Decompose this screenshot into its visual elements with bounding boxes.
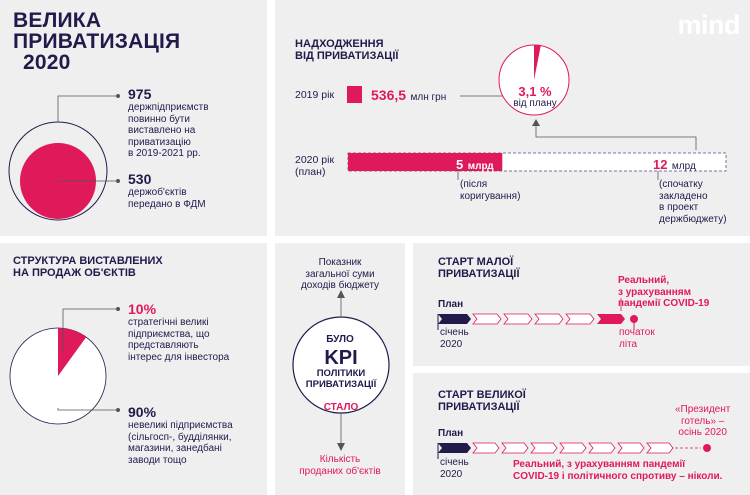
large-plan-label: План (438, 428, 464, 439)
adjusted-note: (після коригування) (460, 179, 521, 202)
total-enterprises: 975 держпідприємств повинно бути виставл… (128, 86, 209, 159)
small-privatization-title: СТАРТ МАЛОЇ ПРИВАТИЗАЦІЇ (438, 256, 520, 280)
panel-revenue: mind НАДХОДЖЕННЯ ВІД ПРИВАТИЗАЦІЇ 2019 р… (275, 0, 750, 236)
small-plan-label: План (438, 299, 464, 310)
strategic-slice (58, 328, 87, 376)
value-2019: 536,5 млн грн (371, 87, 447, 103)
original-note: (спочатку закладено в проект держбюджету… (659, 179, 727, 225)
bar-2020-adjusted (348, 153, 503, 171)
kpi-sub: ПОЛІТИКИ ПРИВАТИЗАЦІЇ (305, 368, 377, 390)
large-plan-arrow (438, 443, 471, 453)
kpi-top-text: Показник загальної суми доходів бюджету (300, 257, 380, 291)
panel-enterprises: ВЕЛИКА ПРИВАТИЗАЦІЯ 2020 975 держпідприє… (0, 0, 267, 236)
large-timeline (437, 442, 711, 459)
label-2019: 2019 рік (295, 89, 335, 101)
strategic-share: 10% стратегічні великі підприємства, що … (128, 301, 230, 363)
pie-slice-2019 (534, 45, 541, 80)
kpi-label: KPI (324, 347, 358, 369)
large-privatization-title: СТАРТ ВЕЛИКОЇ ПРИВАТИЗАЦІЇ (438, 389, 526, 413)
adjusted-value: 5 млрд (456, 157, 494, 172)
revenue-graphics (347, 44, 727, 180)
large-end-note: «Президент готель» – осінь 2020 (675, 404, 731, 438)
panel-large-privatization: СТАРТ ВЕЛИКОЇ ПРИВАТИЗАЦІЇ План «Президе… (413, 373, 750, 495)
kpi-was: БУЛО (326, 334, 354, 345)
enterprise-circles (8, 94, 120, 221)
small-end-date: початок літа (619, 327, 655, 350)
structure-title: СТРУКТУРА ВИСТАВЛЕНИХ НА ПРОДАЖ ОБ'ЄКТІВ (13, 255, 163, 279)
small-start-date: січень 2020 (440, 327, 469, 350)
small-plan-arrow (438, 314, 471, 324)
small-real-label: Реальний, з урахуванням пандемії COVID-1… (618, 275, 710, 309)
kpi-now: СТАЛО (323, 402, 359, 413)
large-start-date: січень 2020 (440, 457, 469, 480)
panel-kpi: Показник загальної суми доходів бюджету … (275, 243, 405, 495)
large-real-label: Реальний, з урахуванням пандемії COVID-1… (513, 459, 723, 482)
pie-percent: 3,1 % від плану (513, 84, 557, 109)
panel-structure: СТРУКТУРА ВИСТАВЛЕНИХ НА ПРОДАЖ ОБ'ЄКТІВ… (0, 243, 267, 495)
transferred-text: держоб'єктів передано в ФДМ (128, 187, 206, 210)
kpi-graphics (292, 290, 390, 451)
main-title: ВЕЛИКА ПРИВАТИЗАЦІЯ 2020 (13, 9, 181, 74)
structure-pie (9, 307, 120, 425)
original-value: 12 млрд (653, 157, 696, 172)
kpi-bottom-text: Кількість проданих об'єктів (299, 454, 381, 477)
small-timeline (437, 298, 638, 330)
mind-logo: mind (677, 10, 741, 40)
label-2020: 2020 рік (план) (295, 154, 335, 178)
revenue-title: НАДХОДЖЕННЯ ВІД ПРИВАТИЗАЦІЇ (295, 38, 399, 62)
panel-small-privatization: СТАРТ МАЛОЇ ПРИВАТИЗАЦІЇ План Реальний, … (413, 243, 750, 366)
total-text: держпідприємств повинно бути виставлено … (128, 102, 209, 159)
transferred-enterprises: 530 держоб'єктів передано в ФДМ (128, 171, 206, 210)
bar-2019 (347, 86, 362, 103)
small-share: 90% невеликі підприємства (сільгосп-, бу… (128, 404, 233, 466)
